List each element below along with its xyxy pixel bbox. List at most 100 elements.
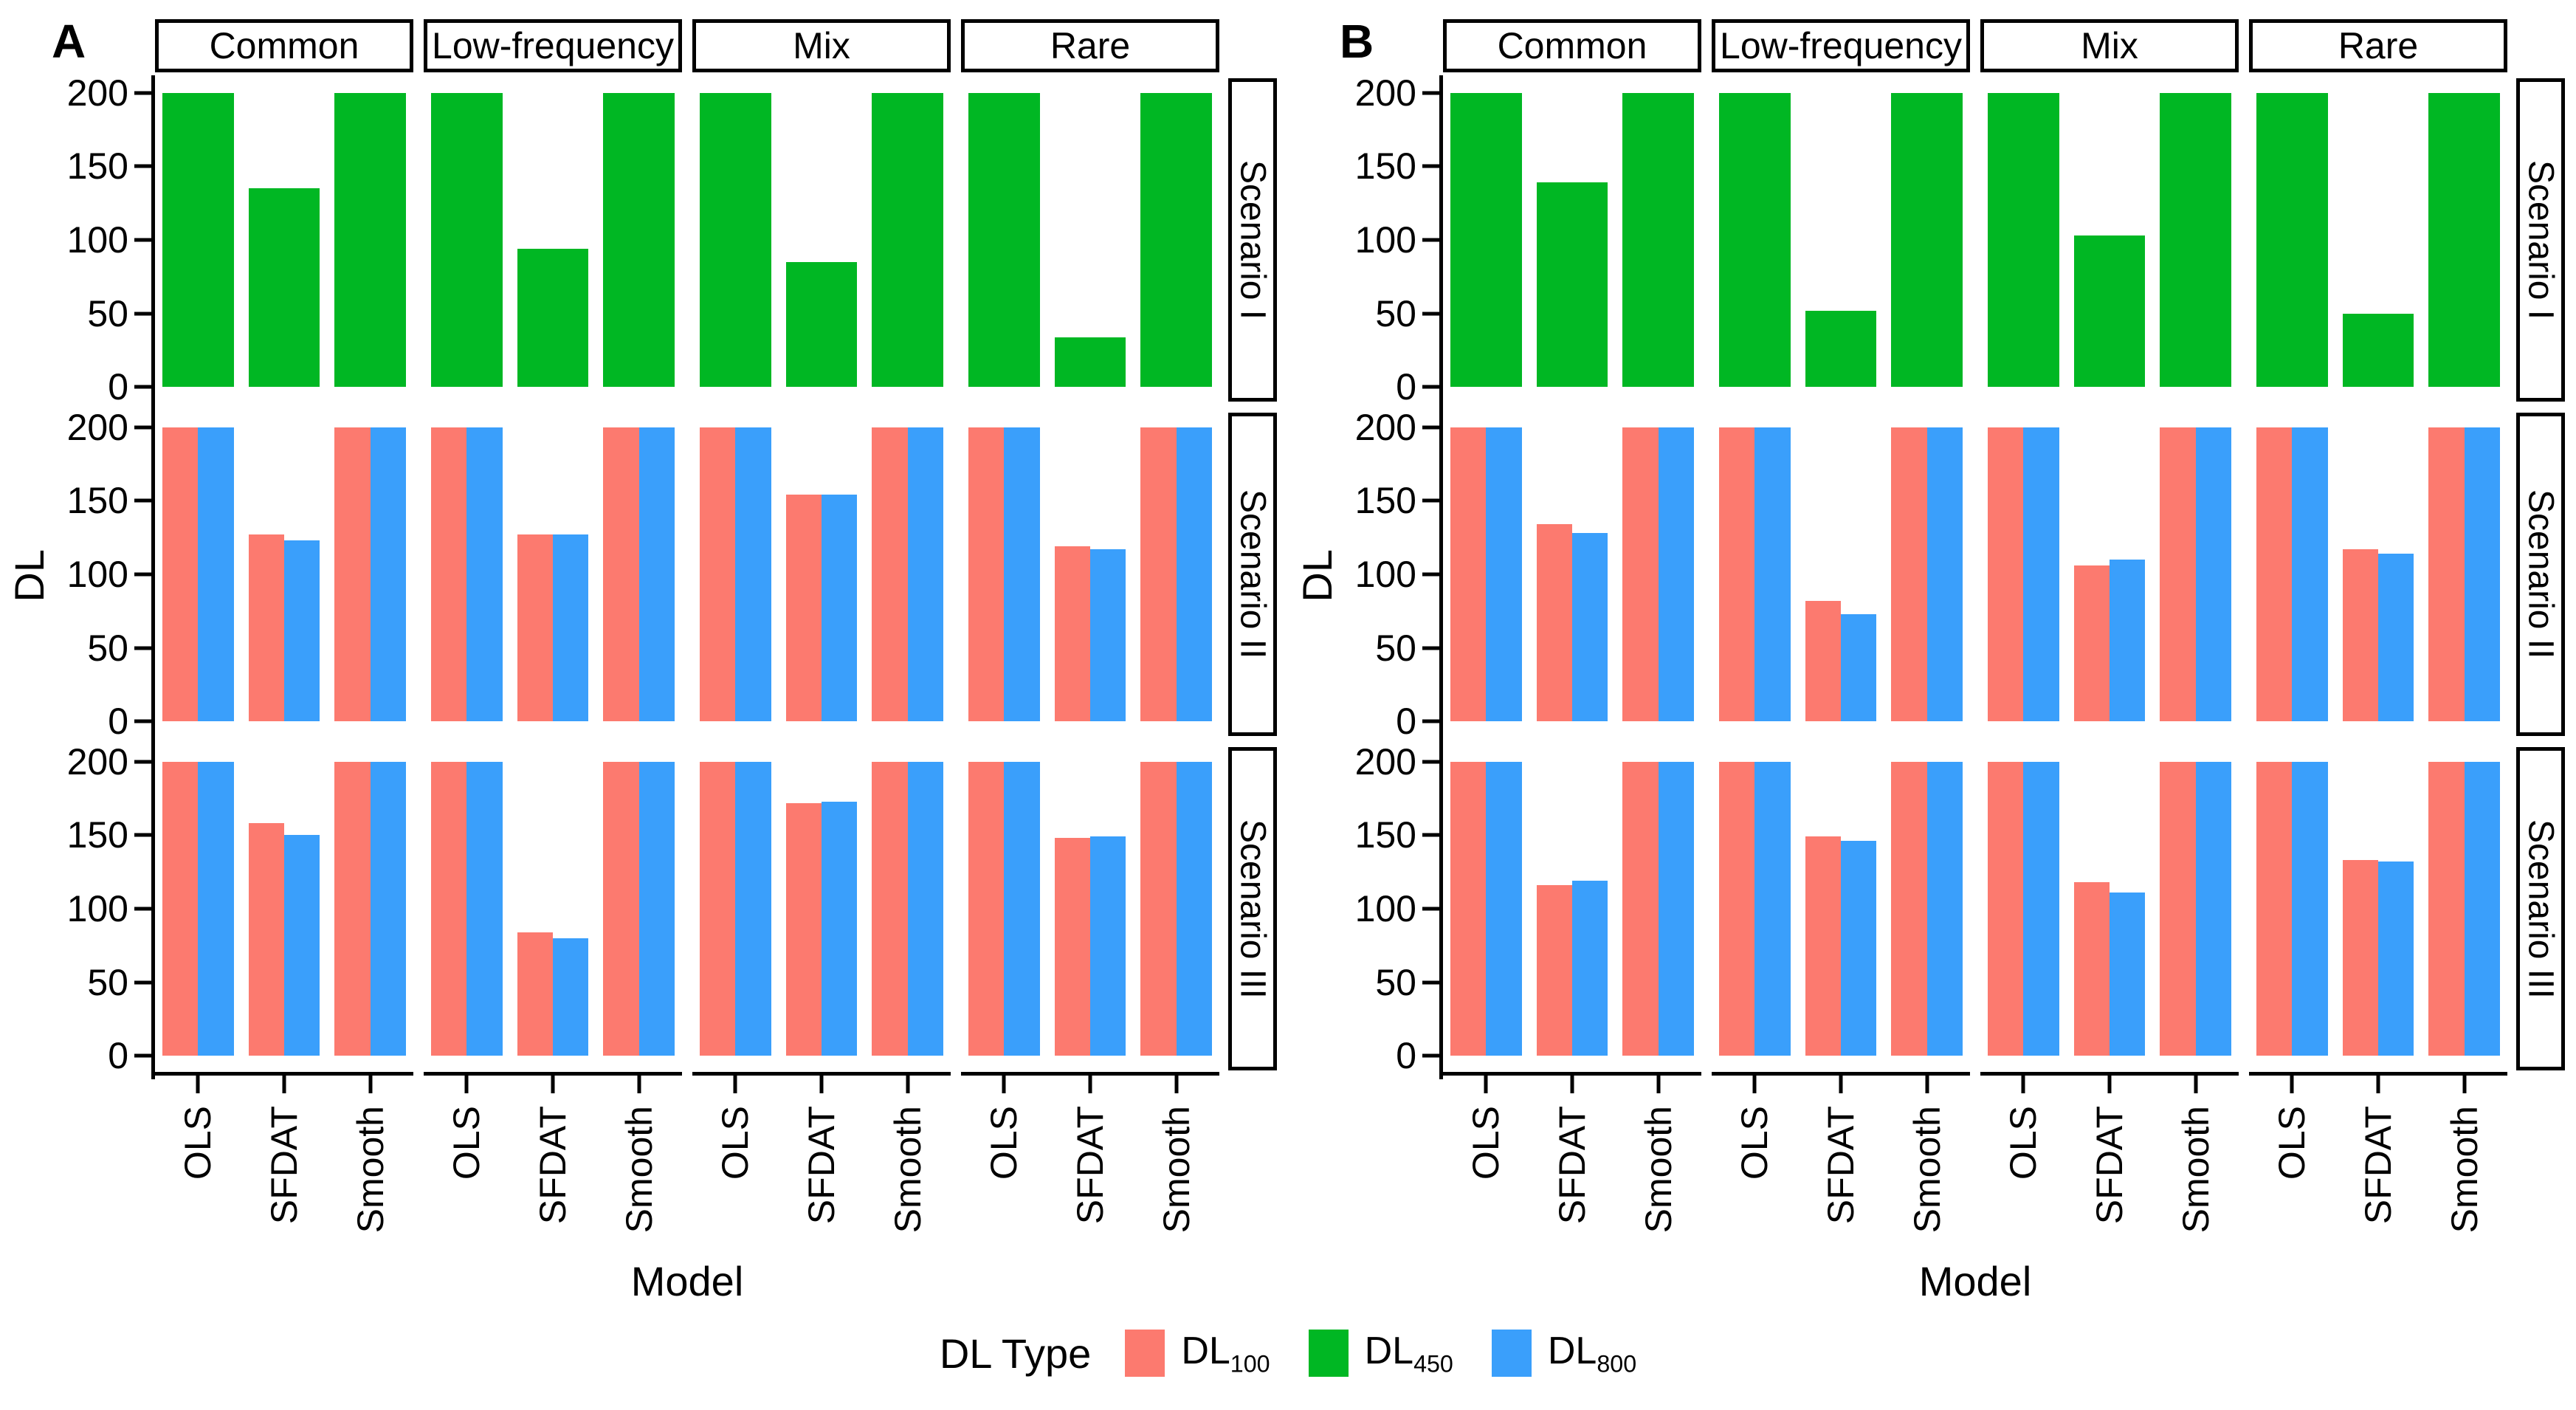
y-tick-label: 100 [66,554,128,595]
x-tick-mark [1839,1076,1843,1093]
y-tick-label: 50 [1375,627,1416,669]
facet-plot-area [1443,427,1701,722]
x-tick-mark [1925,1076,1929,1093]
panel-B: B DL Common Low-frequency Mix Rare 0 50 100 150 20… [1288,0,2576,1325]
facet-plot-area [155,92,413,388]
bar-DL100 [785,802,822,1056]
y-tick-mark [1422,498,1443,503]
panel-letter-B: B [1340,15,1374,68]
x-axis-line [155,1072,413,1076]
legend-title: DL Type [939,1330,1092,1377]
model-slot [596,92,682,388]
bar-DL100 [1622,761,1659,1056]
facet-grid: Common Low-frequency Mix Rare 0 50 100 150 200 Sc… [10,19,1277,1305]
model-slot [596,427,682,722]
model-slot [327,427,413,722]
bar-DL800 [822,495,858,722]
y-tick-mark [1422,572,1443,577]
y-tick-label: 50 [87,292,128,334]
facet-panel [151,744,413,1079]
facet-panel [961,747,1219,1070]
x-tick-labels: OLS SFDAT Smooth [692,1106,951,1258]
model-slot [241,762,328,1056]
facet-panel [1712,747,1970,1070]
model-slot [596,761,682,1056]
y-tick-mark [1422,425,1443,430]
bar-DL450 [1718,92,1791,388]
bar-DL800 [2464,427,2501,722]
y-tick-label: 0 [108,366,128,408]
x-tick-label: SFDAT [1552,1106,1593,1225]
model-slot [864,761,951,1056]
facet-panel [1439,75,1701,410]
bar-DL100 [1450,761,1487,1056]
facet-panel [424,747,682,1070]
legend-item-DL800: DL800 [1491,1329,1636,1378]
x-axis: OLS SFDAT Smooth [692,1072,951,1258]
y-tick-label: 0 [1396,366,1416,408]
model-slot [864,92,951,388]
bar-DL800 [2292,761,2328,1056]
legend-key-DL450 [1308,1330,1349,1378]
facet-plot-area [961,92,1219,388]
x-tick-mark [1002,1076,1006,1093]
bar-DL450 [2428,92,2501,388]
bar-DL800 [2464,761,2501,1056]
y-tick-mark [134,91,155,95]
y-axis-line [151,75,155,410]
y-tick-mark [134,572,155,577]
x-tick-mark [2107,1076,2112,1093]
facet-plot-area [155,761,413,1056]
y-tick-mark [134,498,155,503]
bar-DL450 [1054,337,1126,388]
facet-column-strip: Common [1443,19,1701,72]
x-tick-label: OLS [2002,1106,2045,1180]
x-tick-label-slot: OLS [424,1106,510,1258]
bar-DL800 [907,427,944,722]
bar-DL450 [2160,92,2232,388]
x-tick-label-slot: SFDAT [1047,1106,1134,1258]
bar-DL100 [334,761,371,1056]
model-slot [1980,92,2067,388]
x-tick-label-slot: Smooth [327,1106,413,1258]
bar-DL450 [248,188,320,388]
x-axis-line [1443,1072,1701,1076]
bar-DL800 [2023,761,2059,1056]
x-axis: OLS SFDAT Smooth [961,1072,1219,1258]
model-slot [1443,427,1529,722]
y-tick-label: 100 [66,888,128,929]
facet-panel [2249,747,2507,1070]
x-tick-label: Smooth [2443,1106,2485,1234]
model-slot [241,93,328,388]
bar-DL100 [248,823,284,1056]
model-slot [692,761,779,1056]
x-tick-mark [819,1076,824,1093]
y-tick-label: 150 [66,814,128,856]
x-tick-label-slot: Smooth [2421,1106,2507,1258]
facet-column-strip: Rare [2249,19,2507,72]
y-tick-mark [1422,760,1443,764]
x-axis-line [1980,1072,2239,1076]
y-tick-mark [134,646,155,650]
panel-letter-A: A [52,15,86,68]
model-slot [1133,761,1219,1056]
y-tick-mark [134,980,155,985]
x-tick-mark [2021,1076,2025,1093]
x-tick-mark [1570,1076,1574,1093]
x-tick-label: SFDAT [801,1106,842,1225]
bar-DL450 [334,92,407,388]
model-slot [2421,92,2507,388]
facet-column-strip-label: Rare [1050,25,1131,66]
facet-panel [692,78,951,402]
bar-DL100 [872,427,908,722]
panels-row: A DL Common Low-frequency Mix Rare 0 50 100 150 20… [6,0,2576,1325]
bar-DL450 [430,92,503,388]
y-tick-label: 200 [1354,406,1416,448]
y-tick-mark [1422,719,1443,723]
facet-plot-area [961,761,1219,1056]
facet-row-strip: Scenario III [2516,747,2565,1070]
x-axis-line [424,1072,682,1076]
facet-row-strip: Scenario I [1228,78,1277,402]
x-tick-mark [2290,1076,2294,1093]
facet-column-strip-label: Common [1497,25,1647,66]
